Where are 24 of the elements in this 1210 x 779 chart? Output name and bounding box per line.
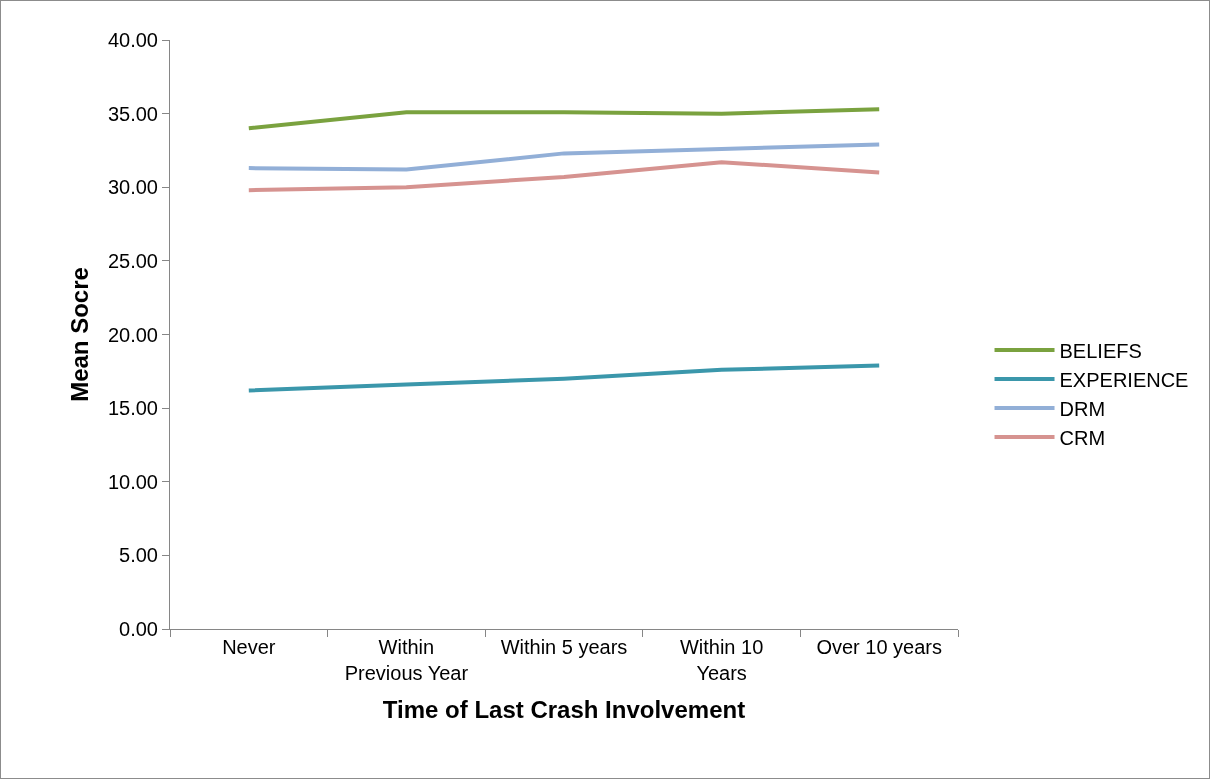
x-tick-label: Never [222, 636, 276, 658]
x-tick-label: Within 5 years [500, 636, 628, 658]
y-tick-label: 15.00 [107, 397, 158, 420]
y-tick-label: 20.00 [107, 323, 158, 346]
legend-label: DRM [1059, 397, 1106, 420]
legend-label: BELIEFS [1059, 339, 1142, 362]
y-tick-label: 0.00 [119, 618, 158, 640]
y-tick-label: 10.00 [107, 470, 158, 493]
x-axis-title: Time of Last Crash Involvement [382, 696, 746, 724]
x-tick-label: Over 10 years [816, 636, 942, 658]
line-series [246, 142, 882, 172]
x-tick-label: Within Previous Year [344, 636, 469, 684]
y-tick-label: 25.00 [107, 249, 158, 272]
line-series [246, 160, 882, 193]
y-tick-label: 40.00 [107, 29, 158, 51]
y-axis-title: Mean Socre [66, 267, 94, 402]
line-series [246, 363, 882, 393]
x-tick-label: Within 10 Years [679, 636, 764, 684]
y-tick-label: 30.00 [107, 176, 158, 199]
legend-label: EXPERIENCE [1059, 368, 1189, 391]
y-tick-label: 5.00 [119, 544, 158, 567]
y-tick-label: 35.00 [107, 102, 158, 125]
legend-label: CRM [1059, 426, 1106, 449]
line-series [246, 107, 882, 131]
